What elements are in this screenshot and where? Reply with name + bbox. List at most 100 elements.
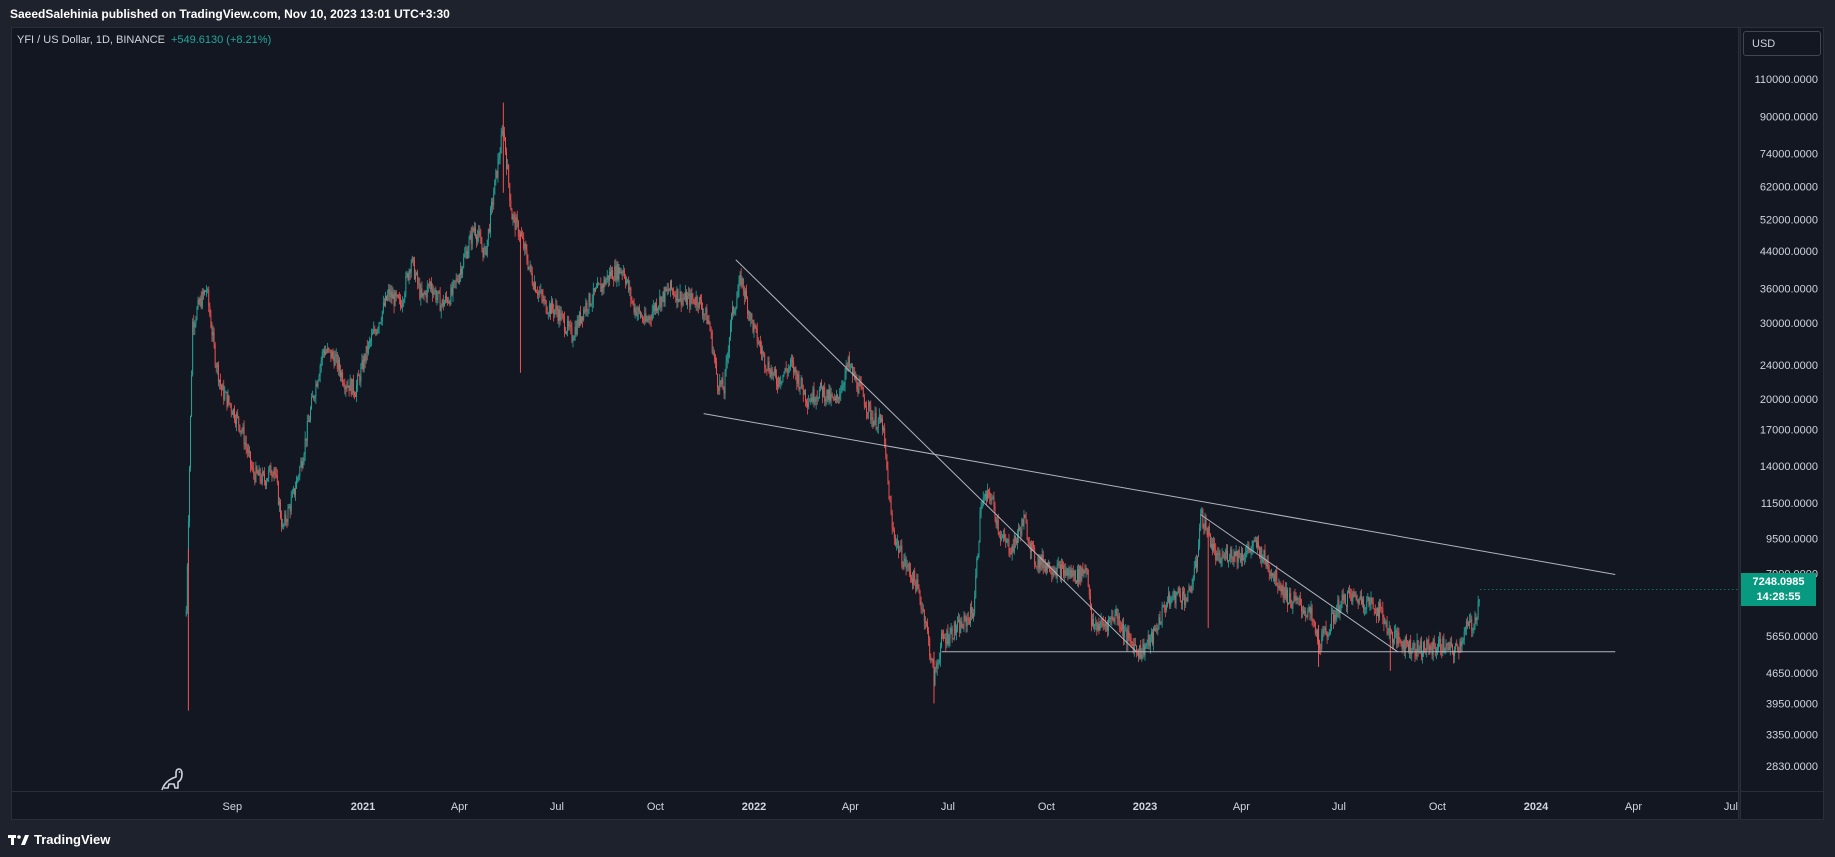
candle-body	[1279, 585, 1281, 590]
candle-body	[1362, 599, 1363, 604]
candle-body	[1118, 615, 1120, 627]
candle-body	[226, 391, 228, 407]
candle-body	[571, 326, 573, 342]
candle-body	[1288, 602, 1289, 605]
brand-footer[interactable]: TradingView	[8, 832, 110, 847]
candle-body	[521, 232, 522, 236]
candle-body	[1342, 594, 1344, 601]
candle-body	[986, 494, 987, 500]
candle-body	[1107, 624, 1108, 631]
currency-button[interactable]: USD	[1743, 31, 1821, 56]
candle-body	[1341, 594, 1343, 602]
candle-body	[1265, 560, 1267, 567]
candle-body	[214, 344, 216, 366]
candle-body	[202, 291, 204, 294]
candle-body	[742, 278, 744, 291]
candle-body	[207, 289, 209, 291]
candle-body	[936, 663, 938, 669]
candle-body	[210, 315, 212, 328]
candle-body	[661, 296, 663, 308]
candle-body	[1252, 541, 1254, 547]
candle-body	[285, 514, 287, 522]
price-axis[interactable]	[1740, 27, 1824, 792]
candle-body	[1133, 644, 1135, 653]
candle-body	[242, 427, 244, 431]
candle-body	[1243, 558, 1245, 561]
candle-body	[1005, 538, 1007, 543]
candle-body	[827, 389, 829, 400]
candle-body	[1445, 644, 1447, 650]
candle-body	[911, 577, 912, 579]
candle-body	[697, 305, 699, 308]
candle-body	[513, 215, 515, 216]
candle-body	[980, 508, 982, 512]
candle-body	[741, 278, 743, 285]
candle-body	[287, 507, 289, 522]
candle-body	[529, 265, 531, 267]
candle-body	[1283, 587, 1285, 598]
candle-body	[1263, 550, 1265, 560]
candle-body	[1130, 637, 1132, 642]
candle-body	[1067, 568, 1069, 576]
candle-body	[550, 304, 551, 314]
candle-body	[243, 427, 245, 445]
candle-body	[487, 228, 489, 240]
candle-body	[1428, 642, 1430, 653]
candle-body	[358, 375, 360, 377]
candle-body	[948, 641, 950, 644]
candle-body	[469, 233, 471, 240]
candle-body	[1454, 649, 1456, 657]
candle-body	[1037, 558, 1039, 567]
candle-body	[547, 313, 549, 314]
candle-body	[262, 471, 264, 474]
candle-body	[596, 287, 597, 289]
candle-body	[1276, 569, 1278, 586]
candle-body	[597, 283, 599, 288]
candle-body	[754, 324, 756, 326]
candle-body	[428, 284, 430, 286]
candle-body	[1436, 648, 1438, 650]
candle-body	[1172, 598, 1174, 599]
candle-body	[871, 417, 873, 420]
candle-body	[1057, 563, 1059, 566]
candle-body	[740, 274, 742, 285]
candle-body	[651, 311, 653, 320]
candle-body	[292, 488, 294, 493]
candle-body	[1308, 606, 1310, 612]
dino-icon[interactable]	[160, 764, 188, 797]
candle-body	[511, 209, 513, 220]
candle-body	[484, 247, 486, 249]
candle-body	[445, 296, 446, 302]
candle-body	[390, 291, 392, 298]
candle-body	[1034, 547, 1036, 565]
candle-body	[1152, 632, 1153, 644]
candle-body	[992, 497, 994, 499]
candle-body	[470, 233, 472, 244]
candle-body	[371, 334, 373, 341]
candle-body	[1119, 626, 1121, 629]
candle-body	[680, 291, 682, 305]
candle-body	[1322, 629, 1324, 634]
candle-body	[1311, 607, 1313, 619]
candle-body	[705, 308, 707, 314]
time-axis[interactable]	[11, 792, 1739, 820]
candle-body	[238, 416, 240, 425]
candle-body	[282, 524, 284, 528]
candle-body	[1099, 625, 1101, 631]
candle-body	[873, 421, 875, 427]
candle-body	[632, 301, 634, 304]
candle-body	[795, 367, 797, 374]
candle-body	[1040, 556, 1042, 566]
candle-body	[1253, 541, 1255, 542]
trendline	[735, 259, 1137, 653]
candle-body	[750, 313, 752, 320]
candle-body	[1388, 627, 1390, 633]
candle-body	[535, 282, 536, 292]
candle-body	[331, 351, 333, 359]
candle-body	[1384, 622, 1386, 624]
candle-body	[1156, 628, 1158, 630]
candle-body	[1275, 569, 1277, 581]
x-tick-label: 2024	[1524, 801, 1549, 813]
candle-body	[1242, 553, 1243, 561]
